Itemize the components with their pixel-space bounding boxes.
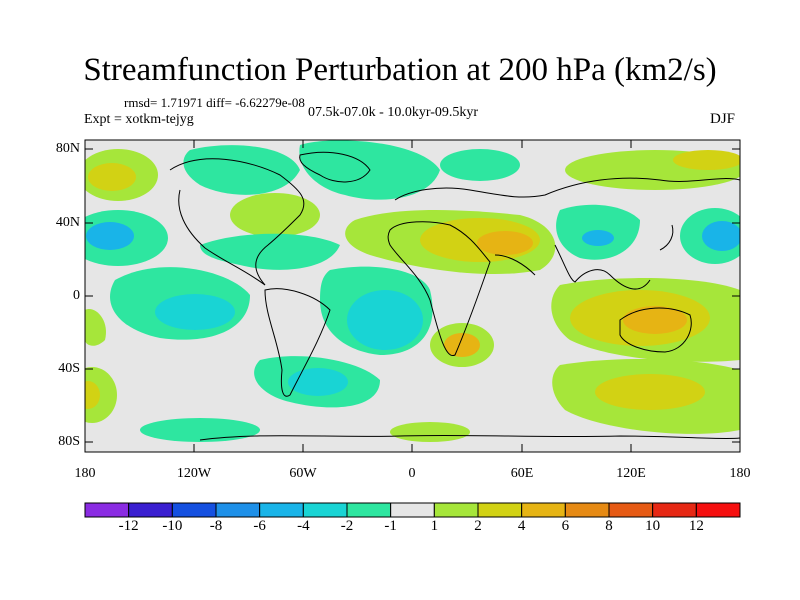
colorbar-swatch [390,502,435,518]
lon-label-180w: 180 [74,466,96,481]
coastline-north-america [169,158,305,286]
colorbar-label: -1 [384,518,397,534]
lon-label-60e: 60E [510,466,534,481]
contour-region [288,368,348,396]
colorbar-swatch [433,502,479,518]
coastline-north-america [178,189,266,286]
coastline-south-asia [554,244,651,290]
colorbar-label: 8 [605,518,613,534]
coastline-greenland [299,151,371,183]
colorbar-label: 2 [474,518,482,534]
contour-region [595,374,705,410]
colorbar-label: 4 [517,518,526,534]
colorbar-swatch [128,502,173,518]
colorbar-label: 6 [561,518,570,534]
colorbar-swatch [564,502,610,518]
colorbar-swatch [477,502,523,518]
season-label: DJF [710,111,736,127]
contour-region [673,150,740,170]
coastline-south-america [264,288,331,397]
coastline-antarctica [199,434,740,441]
contour-region [155,294,235,330]
coastline-east-asia [659,224,674,251]
colorbar-label: 12 [688,518,704,534]
colorbar-label: -4 [297,518,310,534]
colorbar-label: -8 [209,518,223,534]
colorbar-swatch [171,502,217,518]
colorbar-swatch [652,502,697,518]
colorbar-label: -6 [253,518,266,534]
contour-region [86,222,134,250]
lat-label-0: 0 [73,288,80,303]
coastline-arabia [494,254,536,276]
contour-region [623,306,687,334]
colorbar-swatch [215,502,261,518]
lat-label-40n: 40N [55,215,80,230]
colorbar-swatch [259,502,304,518]
lat-label-80n: 80N [55,141,80,156]
contour-region [347,290,423,350]
rmsd-diff-stats: rmsd= 1.71971 diff= -6.62279e-08 [124,95,305,110]
coastline-australia [619,307,692,353]
contour-region [444,333,480,357]
colorbar-label: -12 [118,518,139,534]
period-label: 07.5k-07.0k - 10.0kyr-09.5kyr [308,105,479,120]
contour-region [183,145,300,195]
colorbar-label: -10 [162,518,183,534]
colorbar-swatch [608,502,654,518]
colorbar-swatch [695,502,741,518]
lat-label-80s: 80S [58,434,80,449]
contour-region [230,193,320,237]
colorbar-swatch [302,502,348,518]
contour-field [85,140,740,452]
colorbar [84,502,741,518]
contour-region [477,231,533,255]
colorbar-label: 1 [430,518,439,534]
lon-label-120w: 120W [176,466,212,481]
coastlines [169,151,740,441]
contour-region [200,233,340,270]
lon-ticks [193,140,632,452]
plot-title: Streamfunction Perturbation at 200 hPa (… [83,52,717,88]
lon-label-60w: 60W [289,466,317,481]
lon-label-0: 0 [408,466,416,481]
contour-region [88,163,136,191]
colorbar-label: 10 [645,518,661,534]
contour-region [582,230,614,246]
contour-region [702,221,740,251]
contour-region [85,367,117,423]
coastline-eurasia [394,177,740,201]
lon-label-120e: 120E [616,466,646,481]
lat-ticks [85,148,740,443]
contour-region [390,422,470,442]
lon-label-180e: 180 [729,466,751,481]
coastline-africa [387,221,491,356]
colorbar-swatch [521,502,566,518]
experiment-label: Expt = xotkm-tejyg [84,112,194,127]
colorbar-swatch [346,502,392,518]
contour-region [140,418,260,442]
colorbar-swatch [84,502,130,518]
lat-label-40s: 40S [58,361,80,376]
colorbar-label: -2 [340,518,354,534]
contour-region [440,149,520,181]
contour-region [85,381,100,409]
contour-region [85,309,106,346]
